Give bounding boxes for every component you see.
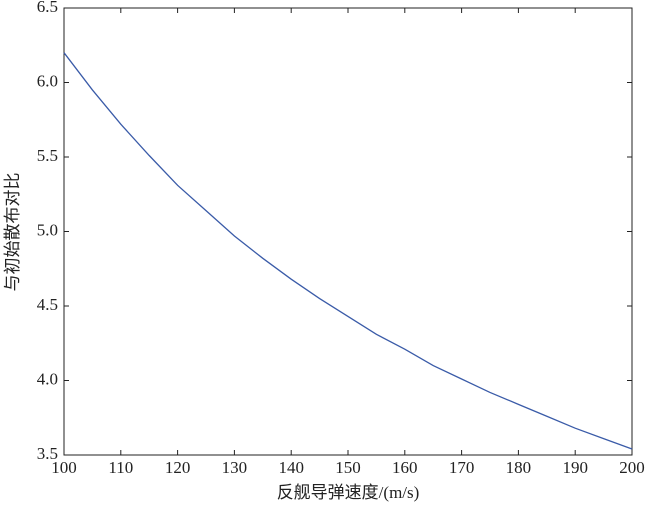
x-tick-label: 150: [335, 458, 361, 477]
x-tick-label: 100: [51, 458, 77, 477]
x-tick-label: 190: [562, 458, 588, 477]
y-tick-label: 5.5: [37, 146, 58, 165]
y-tick-label: 4.0: [37, 369, 58, 388]
x-tick-label: 130: [222, 458, 248, 477]
y-tick-label: 6.5: [37, 0, 58, 16]
y-tick-label: 6.0: [37, 71, 58, 90]
x-tick-label: 200: [619, 458, 645, 477]
x-tick-label: 170: [449, 458, 475, 477]
y-tick-label: 4.5: [37, 295, 58, 314]
x-tick-label: 120: [165, 458, 191, 477]
data-line: [63, 52, 633, 450]
x-axis-label: 反舰导弹速度/(m/s): [277, 483, 420, 502]
x-tick-label: 180: [506, 458, 532, 477]
y-axis-label: 与初始散布对比: [3, 173, 22, 292]
x-tick-label: 160: [392, 458, 418, 477]
x-tick-label: 140: [278, 458, 304, 477]
plot-frame: [63, 7, 633, 456]
y-tick-label: 3.5: [37, 444, 58, 463]
y-tick-label: 5.0: [37, 220, 58, 239]
x-tick-label: 110: [108, 458, 133, 477]
